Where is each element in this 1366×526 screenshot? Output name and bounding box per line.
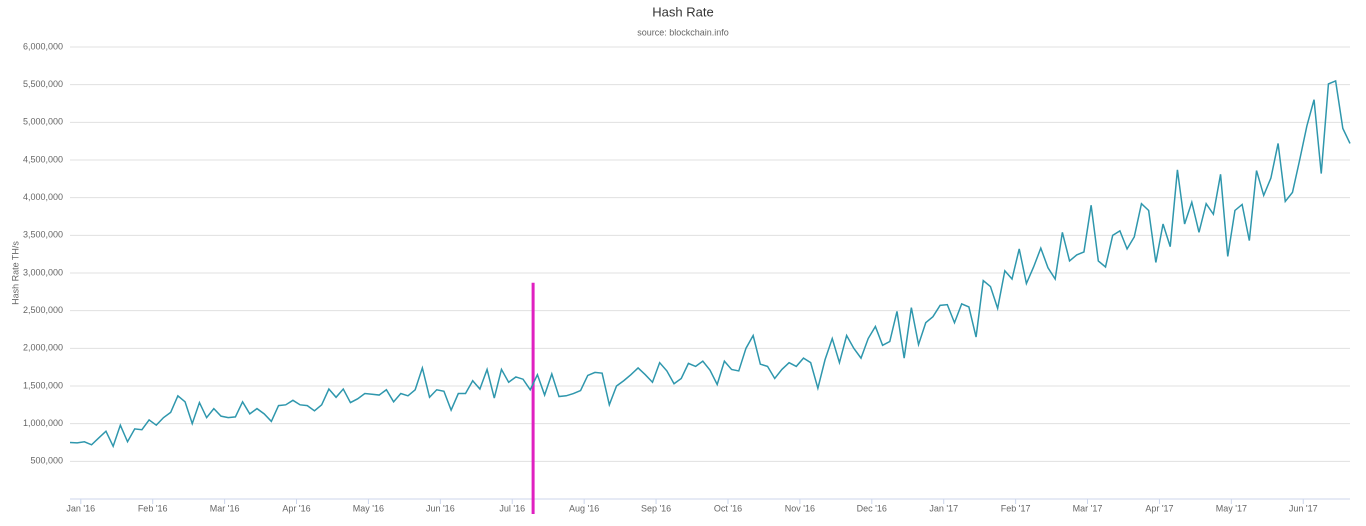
x-tick-label: Apr '16: [282, 503, 310, 513]
x-tick-label: Mar '17: [1073, 503, 1103, 513]
x-tick-label: May '17: [1216, 503, 1247, 513]
x-tick-label: Jun '17: [1289, 503, 1318, 513]
x-tick-label: May '16: [353, 503, 384, 513]
x-tick-label: Jun '16: [426, 503, 455, 513]
x-tick-label: Sep '16: [641, 503, 671, 513]
y-tick-label: 2,500,000: [23, 305, 63, 315]
x-tick-label: Feb '17: [1001, 503, 1031, 513]
y-tick-label: 4,500,000: [23, 154, 63, 164]
y-tick-label: 5,000,000: [23, 117, 63, 127]
y-tick-label: 500,000: [30, 456, 63, 466]
x-tick-label: Apr '17: [1145, 503, 1173, 513]
x-tick-label: Jan '17: [929, 503, 958, 513]
y-tick-label: 3,000,000: [23, 267, 63, 277]
y-axis-title: Hash Rate TH/s: [10, 241, 20, 305]
y-tick-label: 5,500,000: [23, 79, 63, 89]
y-tick-label: 1,500,000: [23, 380, 63, 390]
y-tick-label: 1,000,000: [23, 418, 63, 428]
x-tick-label: Aug '16: [569, 503, 599, 513]
x-tick-label: Jan '16: [66, 503, 95, 513]
chart-title: Hash Rate: [652, 4, 713, 19]
data-line: [69, 79, 1351, 449]
x-tick-label: Nov '16: [785, 503, 815, 513]
x-tick-label: Jul '16: [499, 503, 525, 513]
y-tick-label: 4,000,000: [23, 192, 63, 202]
y-tick-label: 3,500,000: [23, 230, 63, 240]
y-tick-label: 6,000,000: [23, 41, 63, 51]
chart-subtitle: source: blockchain.info: [637, 27, 729, 37]
x-tick-label: Feb '16: [138, 503, 168, 513]
x-tick-label: Dec '16: [857, 503, 887, 513]
y-tick-label: 2,000,000: [23, 343, 63, 353]
x-tick-label: Mar '16: [210, 503, 240, 513]
x-tick-label: Oct '16: [714, 503, 742, 513]
